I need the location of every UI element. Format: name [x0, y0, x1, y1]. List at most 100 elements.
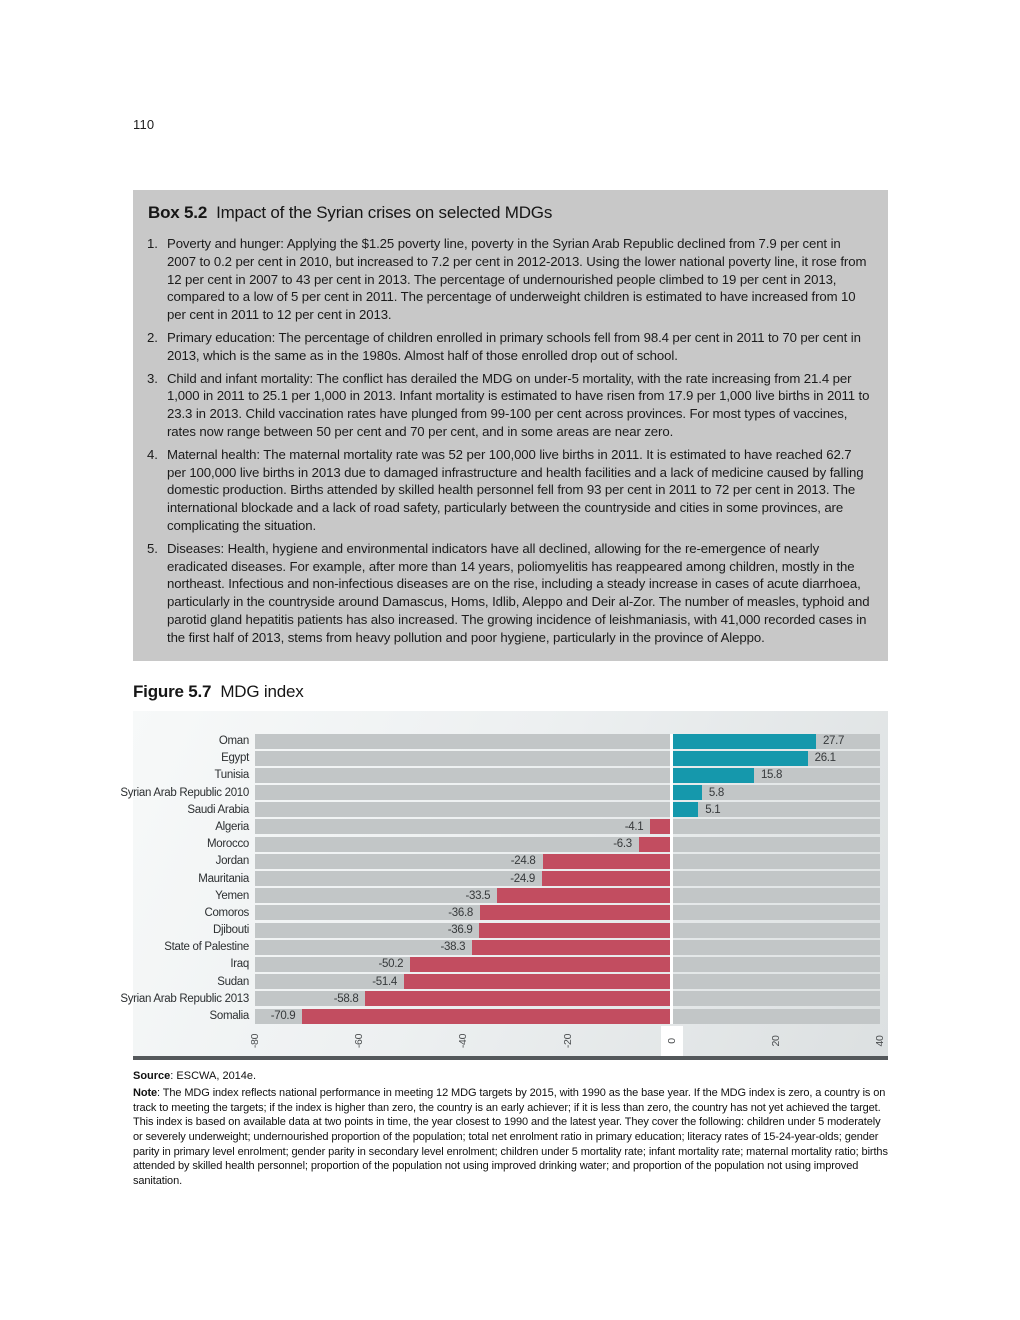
category-label: Oman [218, 735, 249, 748]
chart-x-axis: -80 -60 -40 -20 0 20 40 [249, 1025, 886, 1056]
value-bar [497, 888, 672, 904]
category-label: State of Palestine [164, 941, 249, 954]
value-bar [365, 991, 672, 1007]
x-tick-label: 20 [769, 1035, 782, 1047]
bar-value-label: -4.1 [624, 820, 644, 833]
x-tick-label: -60 [353, 1033, 366, 1048]
page-content: 110 Box 5.2 Impact of the Syrian crises o… [120, 117, 888, 1188]
x-tick-label: -40 [457, 1033, 470, 1048]
bar-track: 5.8 [255, 785, 880, 801]
item-number: 3. [147, 370, 158, 386]
bar-track: -36.9 [255, 922, 880, 938]
bar-track: -24.9 [255, 871, 880, 887]
category-label: Somalia [209, 1010, 250, 1023]
page-number: 110 [133, 117, 155, 132]
bar-value-label: -24.9 [510, 872, 535, 885]
bar-track: -38.3 [255, 939, 880, 955]
chart-row: Djibouti -36.9 [133, 922, 888, 938]
value-bar [472, 939, 672, 955]
box-5-2: Box 5.2 Impact of the Syrian crises on se… [133, 190, 888, 661]
value-bar [671, 750, 808, 766]
chart-row: Mauritania -24.9 [133, 871, 888, 887]
note-block: Note: The MDG index reflects national pe… [133, 1086, 888, 1188]
bar-track: -24.8 [255, 853, 880, 869]
bar-value-label: -58.8 [333, 992, 359, 1005]
mdg-index-chart: Oman 27.7 Egypt 26.1 Tunisia 15.8 Syrian Arab … [120, 710, 888, 1060]
figure-bottom-rule [133, 1055, 888, 1060]
bar-track: 26.1 [255, 750, 880, 766]
bar-value-label: -36.9 [447, 924, 473, 937]
value-bar [403, 974, 672, 990]
chart-row: Egypt 26.1 [133, 750, 888, 766]
bar-value-label: 5.8 [708, 786, 724, 799]
item-number: 2. [147, 329, 158, 345]
item-text: Diseases: Health, hygiene and environmen… [167, 540, 870, 645]
chart-row: Sudan -51.4 [133, 974, 888, 990]
box-item-4: 4. Maternal health: The maternal mortali… [147, 446, 873, 535]
value-bar [638, 836, 672, 852]
category-label: Iraq [230, 958, 249, 971]
value-bar [410, 956, 672, 972]
source-line: Source: ESCWA, 2014e. [133, 1069, 888, 1084]
zero-line [670, 733, 674, 1024]
chart-row: Iraq -50.2 [133, 956, 888, 972]
value-bar [671, 767, 754, 783]
bar-value-label: 15.8 [760, 769, 783, 782]
bar-value-label: 5.1 [705, 803, 721, 816]
box-item-3: 3. Child and infant mortality: The confl… [147, 370, 873, 441]
chart-plot-area: Oman 27.7 Egypt 26.1 Tunisia 15.8 Syrian Arab … [120, 733, 888, 1024]
bar-value-label: -33.5 [465, 889, 491, 902]
chart-row: Comoros -36.8 [133, 905, 888, 921]
bar-track: 15.8 [255, 767, 880, 783]
box-label: Box 5.2 [148, 203, 208, 222]
category-label: Comoros [204, 906, 249, 919]
figure-label: Figure 5.7 [133, 681, 212, 701]
box-title-text: Impact of the Syrian crises on selected … [216, 203, 553, 222]
x-tick-label: 40 [874, 1035, 886, 1047]
bar-track: -6.3 [255, 836, 880, 852]
chart-row: Oman 27.7 [133, 733, 888, 749]
category-label: Yemen [215, 889, 249, 902]
bar-value-label: -51.4 [372, 975, 397, 988]
bar-value-label: -36.8 [448, 906, 473, 919]
chart-row: Syrian Arab Republic 2010 5.8 [120, 785, 888, 801]
category-label: Syrian Arab Republic 2010 [120, 786, 249, 799]
item-number: 4. [147, 446, 158, 462]
note-label: Note [133, 1087, 158, 1100]
value-bar [671, 802, 699, 818]
source-label: Source [133, 1069, 171, 1082]
x-tick-label: -20 [561, 1033, 574, 1048]
bar-value-label: 26.1 [814, 752, 836, 765]
value-bar [480, 905, 672, 921]
value-bar [541, 871, 672, 887]
category-label: Saudi Arabia [187, 803, 249, 816]
bar-track: -50.2 [255, 956, 880, 972]
chart-row: Algeria -4.1 [133, 819, 888, 835]
zero-tick-box [660, 1025, 683, 1056]
category-label: Morocco [207, 838, 249, 851]
value-bar [671, 785, 702, 801]
bar-track: 5.1 [255, 802, 880, 818]
value-bar [671, 733, 816, 749]
bar-track: -58.8 [255, 991, 880, 1007]
box-title: Box 5.2 Impact of the Syrian crises on se… [148, 203, 873, 223]
value-bar [650, 819, 672, 835]
category-label: Syrian Arab Republic 2013 [120, 992, 249, 1005]
chart-row: Morocco -6.3 [133, 836, 888, 852]
bar-track: -33.5 [255, 888, 880, 904]
bar-value-label: -24.8 [510, 855, 536, 868]
chart-row: Somalia -70.9 [133, 1008, 888, 1024]
bar-value-label: 27.7 [822, 735, 845, 748]
category-label: Sudan [217, 975, 249, 988]
chart-row: Yemen -33.5 [133, 888, 888, 904]
bar-track: -70.9 [255, 1008, 880, 1024]
box-item-5: 5. Diseases: Health, hygiene and environ… [147, 540, 873, 647]
item-number: 5. [147, 540, 158, 556]
category-label: Algeria [215, 820, 249, 833]
bar-track: 27.7 [255, 733, 880, 749]
x-tick-label: 0 [665, 1037, 678, 1044]
bar-track: -36.8 [255, 905, 880, 921]
bar-track: -51.4 [255, 974, 880, 990]
box-item-2: 2. Primary education: The percentage of … [147, 329, 873, 365]
